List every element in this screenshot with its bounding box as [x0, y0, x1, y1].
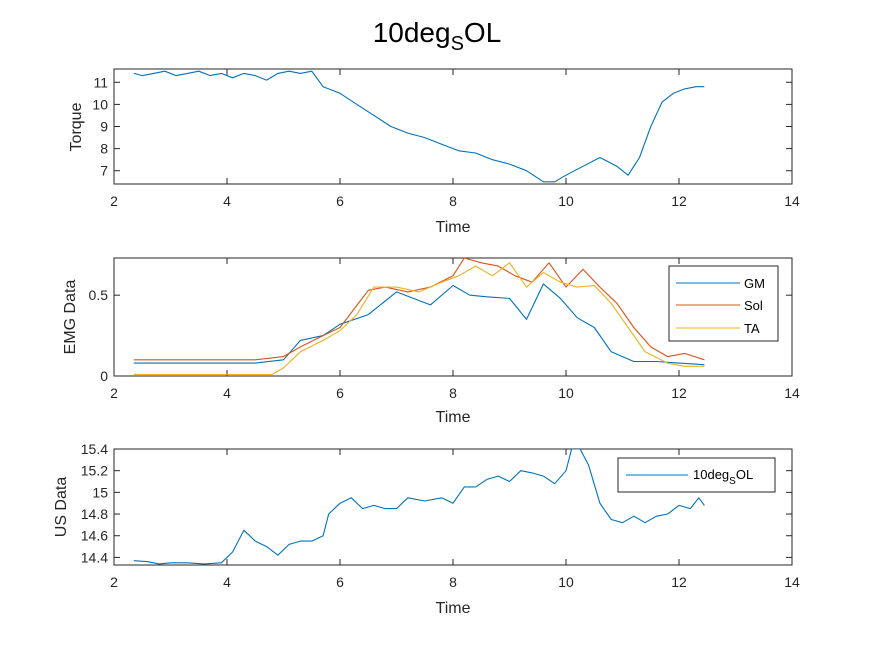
torque-y-tick-label: 8 — [100, 141, 108, 157]
us-y-tick-label: 14.8 — [81, 506, 108, 522]
emg-legend-label-ta: TA — [744, 321, 760, 336]
torque-y-tick-label: 9 — [100, 119, 108, 135]
torque-y-tick-label: 10 — [92, 96, 108, 112]
us-legend-label-tail: OL — [736, 467, 753, 482]
us-x-tick-label: 2 — [110, 574, 118, 590]
emg-line-gm — [133, 283, 705, 366]
us-y-label: US Data — [53, 477, 70, 538]
torque-x-tick-label: 6 — [336, 193, 344, 209]
emg-x-tick-label: 4 — [223, 385, 231, 401]
us-x-tick-label: 10 — [558, 574, 574, 590]
emg-subplot: 2 4 6 8 10 12 14 0 0.5 Time EMG Data GM Sol TA — [62, 257, 800, 426]
us-x-label: Time — [436, 600, 471, 617]
us-x-tick-label: 4 — [223, 574, 231, 590]
figure-title: 10degSOL — [373, 17, 502, 55]
torque-x-label: Time — [436, 219, 471, 236]
emg-y-label: EMG Data — [62, 280, 79, 355]
emg-y-tick-label: 0 — [100, 368, 108, 384]
torque-x-tick-label: 10 — [558, 193, 574, 209]
figure-title-subscript: S — [451, 33, 464, 55]
us-lines — [133, 449, 705, 565]
us-x-tick-label: 12 — [671, 574, 687, 590]
us-line-series-0 — [133, 449, 705, 565]
emg-legend: GM Sol TA — [668, 265, 779, 342]
torque-x-tick-label: 4 — [223, 193, 231, 209]
torque-y-label: Torque — [68, 102, 85, 151]
us-y-tick-label: 15 — [92, 484, 108, 500]
us-y-tick-label: 14.4 — [81, 549, 108, 565]
us-legend-label-subscript: S — [729, 476, 736, 487]
emg-x-tick-label: 8 — [449, 385, 457, 401]
emg-x-tick-label: 14 — [784, 385, 800, 401]
us-y-tick-label: 14.6 — [81, 528, 108, 544]
emg-y-tick-label: 0.5 — [89, 287, 109, 303]
emg-x-tick-label: 12 — [671, 385, 687, 401]
torque-lines — [133, 70, 705, 183]
emg-line-sol — [133, 258, 705, 361]
torque-y-tick-label: 11 — [93, 74, 108, 90]
torque-axes-box — [113, 68, 793, 185]
us-x-tick-label: 14 — [784, 574, 800, 590]
emg-legend-label-gm: GM — [744, 276, 765, 291]
emg-lines — [133, 258, 705, 375]
figure-title-tail: OL — [464, 17, 501, 48]
us-x-tick-label: 8 — [449, 574, 457, 590]
us-x-tick-label: 6 — [336, 574, 344, 590]
emg-x-tick-label: 10 — [558, 385, 574, 401]
emg-x-tick-label: 2 — [110, 385, 118, 401]
figure-title-main: 10deg — [373, 17, 451, 48]
torque-x-tick-label: 12 — [671, 193, 687, 209]
emg-x-label: Time — [436, 409, 471, 426]
emg-ticks: 2 4 6 8 10 12 14 0 0.5 — [89, 258, 800, 401]
torque-subplot: 2 4 6 8 10 12 14 7 8 9 10 11 Time Torque — [68, 68, 800, 236]
us-legend-label-main: 10deg — [693, 467, 729, 482]
us-y-tick-label: 15.4 — [81, 441, 108, 457]
torque-x-tick-label: 14 — [784, 193, 800, 209]
torque-ticks: 2 4 6 8 10 12 14 7 8 9 10 11 — [92, 69, 800, 209]
emg-x-tick-label: 6 — [336, 385, 344, 401]
us-y-tick-label: 15.2 — [81, 463, 108, 479]
us-subplot: 2 4 6 8 10 12 14 14.4 14.6 14.8 15 15.2 15.4 Time US… — [53, 441, 800, 617]
torque-x-tick-label: 2 — [110, 193, 118, 209]
us-legend: 10degSOL — [617, 457, 776, 493]
torque-y-tick-label: 7 — [100, 163, 108, 179]
emg-legend-label-sol: Sol — [744, 298, 763, 313]
emg-line-ta — [133, 262, 705, 375]
torque-line-series-0 — [133, 70, 705, 183]
torque-x-tick-label: 8 — [449, 193, 457, 209]
us-legend-label: 10degSOL — [693, 467, 753, 487]
us-ticks: 2 4 6 8 10 12 14 14.4 14.6 14.8 15 15.2 15.4 — [81, 441, 800, 590]
